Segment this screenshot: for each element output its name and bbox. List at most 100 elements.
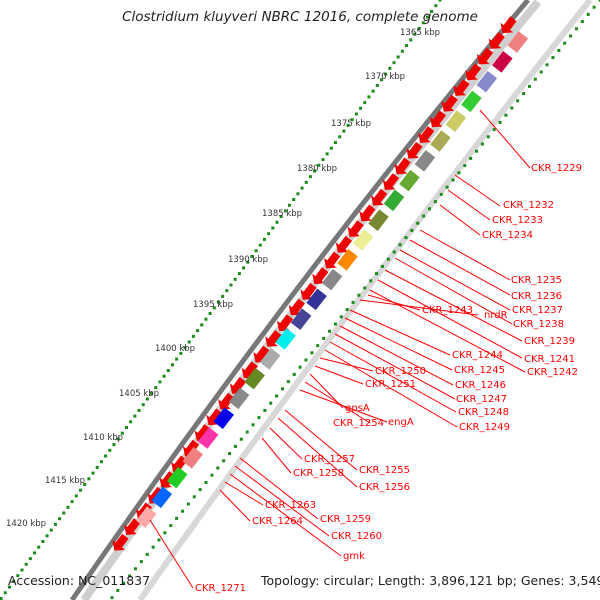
gene-label: nrdR — [484, 310, 508, 321]
gene-label: CKR_1271 — [195, 583, 246, 594]
tick-dot — [128, 574, 132, 578]
feature-block — [290, 308, 312, 330]
gene-label: CKR_1241 — [524, 354, 575, 365]
tick-dot — [125, 426, 128, 429]
feature-block — [461, 90, 482, 113]
tick-dot — [421, 21, 425, 25]
feature-block — [166, 466, 188, 489]
tick-dot — [200, 323, 204, 327]
tick-dot — [339, 315, 343, 319]
gene-arrow — [465, 63, 482, 81]
gene-arrow — [253, 345, 270, 363]
tick-dot — [398, 243, 402, 247]
tick-dot — [99, 460, 103, 464]
gene-arrow — [500, 16, 517, 34]
tick-dot — [139, 560, 143, 564]
gene-label: CKR_1238 — [513, 319, 564, 330]
tick-dot — [386, 257, 390, 261]
feature-block — [430, 130, 451, 152]
tick-dot — [410, 228, 414, 232]
feature-block — [476, 70, 498, 93]
tick-dot — [133, 567, 137, 571]
tick-dot — [346, 123, 350, 127]
gene-label: CKR_1257 — [304, 454, 355, 465]
kbp-label: 1380 kbp — [297, 164, 337, 174]
gene-label: gmk — [343, 551, 365, 562]
feature-block — [151, 486, 173, 509]
leader-line — [224, 481, 264, 506]
tick-dot — [367, 95, 371, 99]
tick-dot — [198, 488, 202, 492]
tick-dot — [53, 522, 57, 526]
leader-line — [149, 519, 194, 589]
tick-dot — [0, 597, 3, 600]
tick-dot — [329, 146, 333, 150]
tick-dot — [175, 516, 179, 520]
tick-dot — [145, 552, 149, 556]
gene-label: CKR_1256 — [359, 482, 410, 493]
leader-line — [334, 333, 456, 400]
tick-dot — [427, 207, 431, 211]
tick-dot — [186, 502, 190, 506]
leader-line — [339, 325, 454, 386]
tick-dot — [433, 200, 437, 204]
feature-block — [244, 367, 265, 390]
tick-dot — [569, 34, 573, 38]
gene-arrow — [241, 361, 258, 379]
tick-dot — [216, 466, 220, 470]
gene-arrow — [406, 141, 423, 159]
tick-dot — [181, 509, 185, 513]
tick-dot — [7, 585, 11, 589]
tick-dot — [310, 351, 314, 355]
tick-dot — [225, 289, 229, 293]
leader-line — [329, 341, 457, 413]
gene-label: CKR_1264 — [252, 516, 303, 527]
gene-label: CKR_1249 — [459, 422, 510, 433]
tick-dot — [430, 9, 434, 13]
tick-dot — [334, 141, 337, 144]
tick-dot — [527, 84, 531, 88]
gene-label: CKR_1233 — [492, 215, 543, 226]
tick-dot — [83, 483, 87, 486]
gene-arrow — [441, 94, 458, 112]
tick-dot — [504, 113, 508, 117]
gene-label: CKR_1251 — [365, 379, 416, 390]
gene-arrow — [171, 455, 188, 473]
tick-dot — [237, 272, 241, 276]
tick-dot — [369, 279, 373, 283]
tick-dot — [379, 78, 383, 82]
gene-arrow — [312, 267, 329, 285]
leader-line — [299, 389, 388, 423]
tick-dot — [233, 277, 237, 281]
tick-dot — [3, 591, 7, 595]
kbp-label: 1415 kbp — [45, 476, 85, 486]
leader-line — [384, 269, 523, 342]
tick-dot — [451, 178, 455, 182]
gene-label: CKR_1247 — [456, 394, 507, 405]
tick-dot — [210, 473, 214, 477]
tick-dot — [116, 437, 120, 441]
tick-dot — [384, 72, 388, 76]
gene-arrow — [324, 251, 341, 269]
tick-dot — [313, 169, 317, 173]
tick-dot — [380, 264, 384, 268]
kbp-label: 1385 kbp — [262, 209, 302, 219]
tick-dot — [409, 38, 413, 42]
tick-dot — [333, 322, 337, 326]
gene-arrow — [194, 424, 211, 441]
tick-dot — [24, 562, 28, 566]
tick-dot — [74, 494, 78, 498]
tick-dot — [258, 243, 262, 247]
tick-dot — [262, 237, 266, 241]
tick-dot — [486, 135, 490, 139]
tick-dot — [445, 185, 449, 189]
gene-label: gpsA — [345, 403, 370, 414]
feature-block — [368, 209, 389, 231]
tick-dot — [37, 545, 41, 549]
gene-arrow — [112, 533, 129, 551]
tick-dot — [292, 372, 296, 376]
tick-dot — [91, 471, 95, 475]
leader-line — [229, 473, 342, 557]
tick-dot — [33, 551, 37, 555]
tick-dot — [212, 306, 216, 310]
